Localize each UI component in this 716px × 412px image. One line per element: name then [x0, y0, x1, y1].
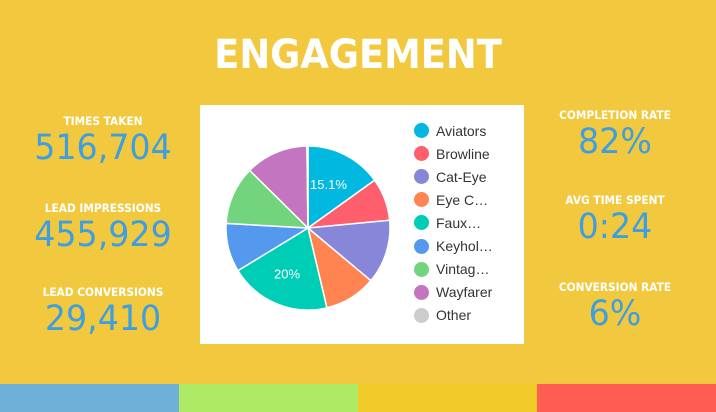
stat-value: 29,410: [44, 299, 162, 339]
legend-label: Faux…: [436, 214, 482, 231]
stat-conversion-rate: CONVERSION RATE 6%: [515, 280, 715, 334]
legend-label: Other: [436, 307, 472, 324]
stat-value: 455,929: [34, 215, 172, 255]
legend-item[interactable]: Browline: [414, 142, 493, 165]
legend-item[interactable]: Cat-Eye: [414, 165, 493, 188]
stat-value: 82%: [578, 122, 652, 162]
stat-lead-impressions: LEAD IMPRESSIONS 455,929: [3, 201, 203, 255]
color-stripe: [537, 384, 716, 412]
pie-slice[interactable]: [248, 145, 309, 230]
color-stripe: [0, 384, 179, 412]
legend-item[interactable]: Keyhol…: [414, 234, 493, 257]
chart-legend: Aviators Browline Cat-Eye Eye C… Faux… Keyhol…: [414, 119, 493, 327]
pie-data-label: 15.1%: [310, 177, 347, 192]
pie-slice[interactable]: [236, 226, 328, 311]
legend-label: Vintag…: [436, 261, 490, 278]
legend-item[interactable]: Vintag…: [414, 258, 493, 281]
stat-value: 6%: [588, 294, 642, 334]
color-stripe: [179, 384, 358, 412]
legend-swatch-icon: [414, 261, 429, 277]
legend-label: Browline: [436, 145, 490, 162]
legend-item[interactable]: Wayfarer: [414, 281, 493, 304]
legend-label: Eye C…: [436, 191, 489, 208]
legend-label: Wayfarer: [436, 284, 493, 301]
pie-slice[interactable]: [306, 145, 309, 229]
legend-label: Keyhol…: [436, 238, 493, 255]
legend-swatch-icon: [414, 215, 429, 231]
stat-label: LEAD IMPRESSIONS: [44, 201, 162, 215]
chart-card: 15.1% 20% Aviators Browline Cat-Eye Eye C… Fa…: [200, 105, 524, 344]
stat-value: 516,704: [34, 128, 172, 168]
legend-label: Cat-Eye: [436, 168, 487, 185]
stat-avg-time-spent: AVG TIME SPENT 0:24: [515, 193, 715, 247]
stat-label: AVG TIME SPENT: [565, 193, 665, 207]
legend-item[interactable]: Faux…: [414, 211, 493, 234]
legend-label: Aviators: [436, 122, 487, 139]
bottom-color-bar: [0, 384, 716, 412]
stat-completion-rate: COMPLETION RATE 82%: [515, 108, 715, 162]
stat-value: 0:24: [577, 207, 653, 247]
pie-slice[interactable]: [306, 219, 391, 282]
color-stripe: [358, 384, 537, 412]
legend-swatch-icon: [414, 146, 429, 162]
stat-label: COMPLETION RATE: [559, 108, 671, 122]
stat-lead-conversions: LEAD CONVERSIONS 29,410: [3, 285, 203, 339]
pie-slice[interactable]: [307, 145, 376, 230]
stat-times-taken: TIMES TAKEN 516,704: [3, 114, 203, 168]
legend-item[interactable]: Aviators: [414, 119, 493, 142]
legend-swatch-icon: [414, 284, 429, 300]
stat-label: CONVERSION RATE: [558, 280, 672, 294]
legend-swatch-icon: [414, 307, 429, 323]
page-title: ENGAGEMENT: [214, 32, 502, 78]
legend-item[interactable]: Eye C…: [414, 188, 493, 211]
legend-item[interactable]: Other: [414, 304, 493, 327]
stat-label: LEAD CONVERSIONS: [42, 285, 164, 299]
legend-swatch-icon: [414, 192, 429, 208]
stat-label: TIMES TAKEN: [63, 114, 143, 128]
legend-swatch-icon: [414, 123, 429, 139]
legend-swatch-icon: [414, 238, 429, 254]
pie-data-label: 20%: [274, 266, 300, 281]
legend-swatch-icon: [414, 169, 429, 185]
pie-chart[interactable]: 15.1% 20%: [200, 105, 410, 344]
